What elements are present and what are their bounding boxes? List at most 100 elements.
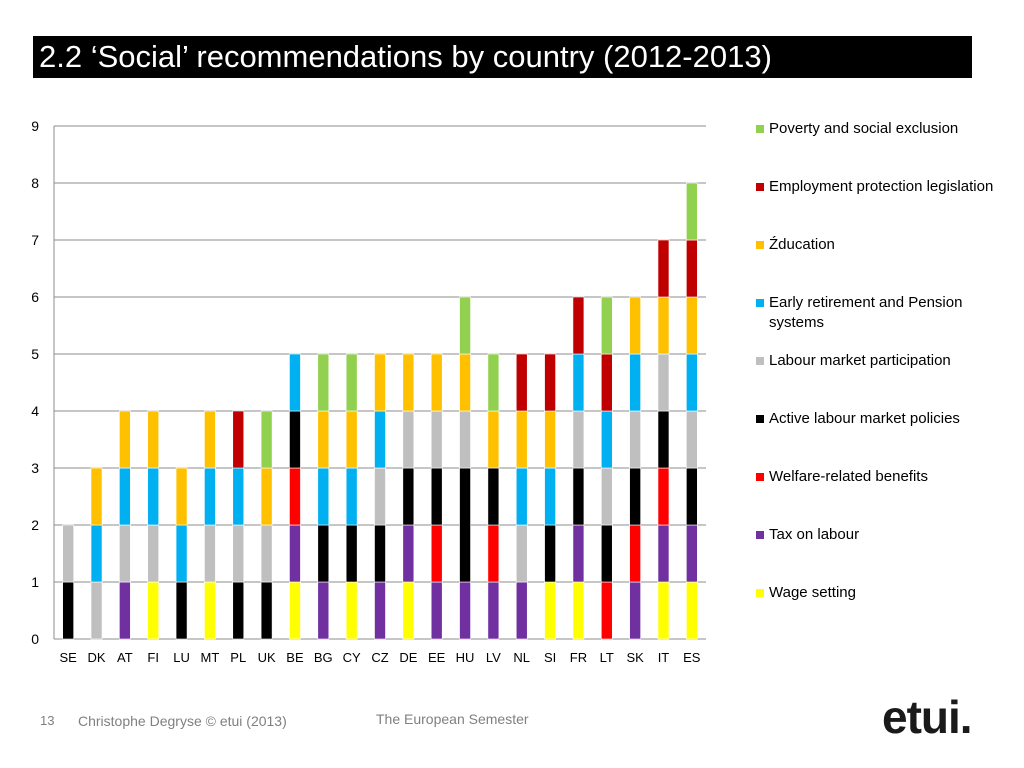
bar-segment — [544, 410, 556, 469]
bar-segment — [147, 467, 160, 526]
x-tick-label: FR — [570, 650, 587, 665]
bar-segment — [487, 581, 500, 640]
bar-segment — [147, 524, 160, 583]
bar-segment — [119, 524, 131, 583]
bar-segment — [572, 581, 585, 640]
bar-segment — [657, 524, 670, 583]
bar-segment — [515, 524, 528, 583]
bar-segment — [345, 524, 358, 583]
x-tick-label: CZ — [371, 650, 388, 665]
x-tick-label: UK — [258, 650, 276, 665]
bar-segment — [317, 524, 330, 583]
legend-swatch — [756, 531, 764, 539]
bar-segment — [119, 410, 131, 469]
y-tick-label: 8 — [31, 175, 39, 191]
bar-segment — [487, 410, 500, 469]
bar-segment — [147, 410, 160, 469]
bar-segment — [374, 410, 386, 469]
bar-segment — [175, 581, 188, 640]
bar-segment — [345, 410, 358, 469]
bar-segment — [459, 467, 471, 583]
bar-segment — [317, 410, 330, 469]
bar-segment — [600, 353, 613, 412]
bar-segment — [232, 524, 245, 583]
y-tick-label: 6 — [31, 289, 39, 305]
bar-segment — [459, 581, 471, 640]
bar-segment — [657, 467, 670, 526]
bar-segment — [430, 581, 443, 640]
bar-segment — [402, 353, 415, 412]
legend-swatch — [756, 125, 764, 133]
bar-segment — [289, 353, 301, 412]
bar-segment — [430, 410, 443, 469]
bar-segment — [260, 410, 273, 469]
bar-segment — [90, 581, 103, 640]
bar-segment — [459, 296, 471, 355]
bar-segment — [459, 410, 471, 469]
bar-segment — [402, 467, 415, 526]
bar-segment — [90, 524, 103, 583]
x-tick-label: NL — [513, 650, 530, 665]
bar-segment — [459, 353, 471, 412]
bar-segment — [317, 581, 330, 640]
etui-logo: etui. — [882, 691, 973, 743]
bar-segment — [402, 581, 415, 640]
footer-title: The European Semester — [376, 711, 529, 727]
bar-segment — [686, 581, 698, 640]
bar-segment — [487, 524, 500, 583]
x-tick-label: ES — [683, 650, 701, 665]
bar-segment — [544, 581, 556, 640]
bar-segment — [175, 524, 188, 583]
x-tick-label: BE — [286, 650, 304, 665]
bar-segment — [232, 410, 245, 469]
bar-segment — [600, 524, 613, 583]
y-tick-label: 2 — [31, 517, 39, 533]
legend-label: Źducation — [769, 236, 835, 253]
y-tick-label: 0 — [31, 631, 39, 647]
bar-segment — [345, 581, 358, 640]
bar-segment — [147, 581, 160, 640]
bar-segment — [572, 524, 585, 583]
bar-segment — [629, 353, 641, 412]
bar-segment — [430, 524, 443, 583]
legend-label: Early retirement and Pension systems — [769, 294, 963, 331]
bar-segment — [657, 353, 670, 412]
bar-segment — [119, 467, 131, 526]
y-tick-label: 9 — [31, 118, 39, 134]
bar-segment — [402, 410, 415, 469]
bar-segment — [686, 410, 698, 469]
bar-segment — [686, 239, 698, 298]
bar-segment — [232, 467, 245, 526]
legend-swatch — [756, 473, 764, 481]
legend-swatch — [756, 415, 764, 423]
bar-segment — [345, 467, 358, 526]
bar-segment — [345, 353, 358, 412]
x-tick-label: LT — [600, 650, 614, 665]
bar-segment — [657, 581, 670, 640]
bar-segment — [289, 467, 301, 526]
x-tick-label: DE — [399, 650, 417, 665]
bar-segment — [686, 524, 698, 583]
bar-segment — [629, 524, 641, 583]
y-tick-label: 1 — [31, 574, 39, 590]
bar-segment — [629, 467, 641, 526]
legend-swatch — [756, 241, 764, 249]
legend-label: Labour market participation — [769, 352, 951, 369]
bar-segment — [317, 467, 330, 526]
legend-label: Poverty and social exclusion — [769, 120, 959, 137]
x-tick-label: FI — [147, 650, 159, 665]
bar-segment — [430, 353, 443, 412]
y-tick-label: 4 — [31, 403, 39, 419]
bar-segment — [204, 524, 216, 583]
bar-segment — [289, 524, 301, 583]
bar-segment — [600, 296, 613, 355]
bar-segment — [175, 467, 188, 526]
x-tick-label: SE — [60, 650, 78, 665]
bar-segment — [686, 296, 698, 355]
bar-segment — [374, 353, 386, 412]
legend-swatch — [756, 299, 764, 307]
bar-segment — [515, 410, 528, 469]
bar-segment — [572, 467, 585, 526]
x-tick-label: MT — [201, 650, 220, 665]
bar-segment — [629, 296, 641, 355]
